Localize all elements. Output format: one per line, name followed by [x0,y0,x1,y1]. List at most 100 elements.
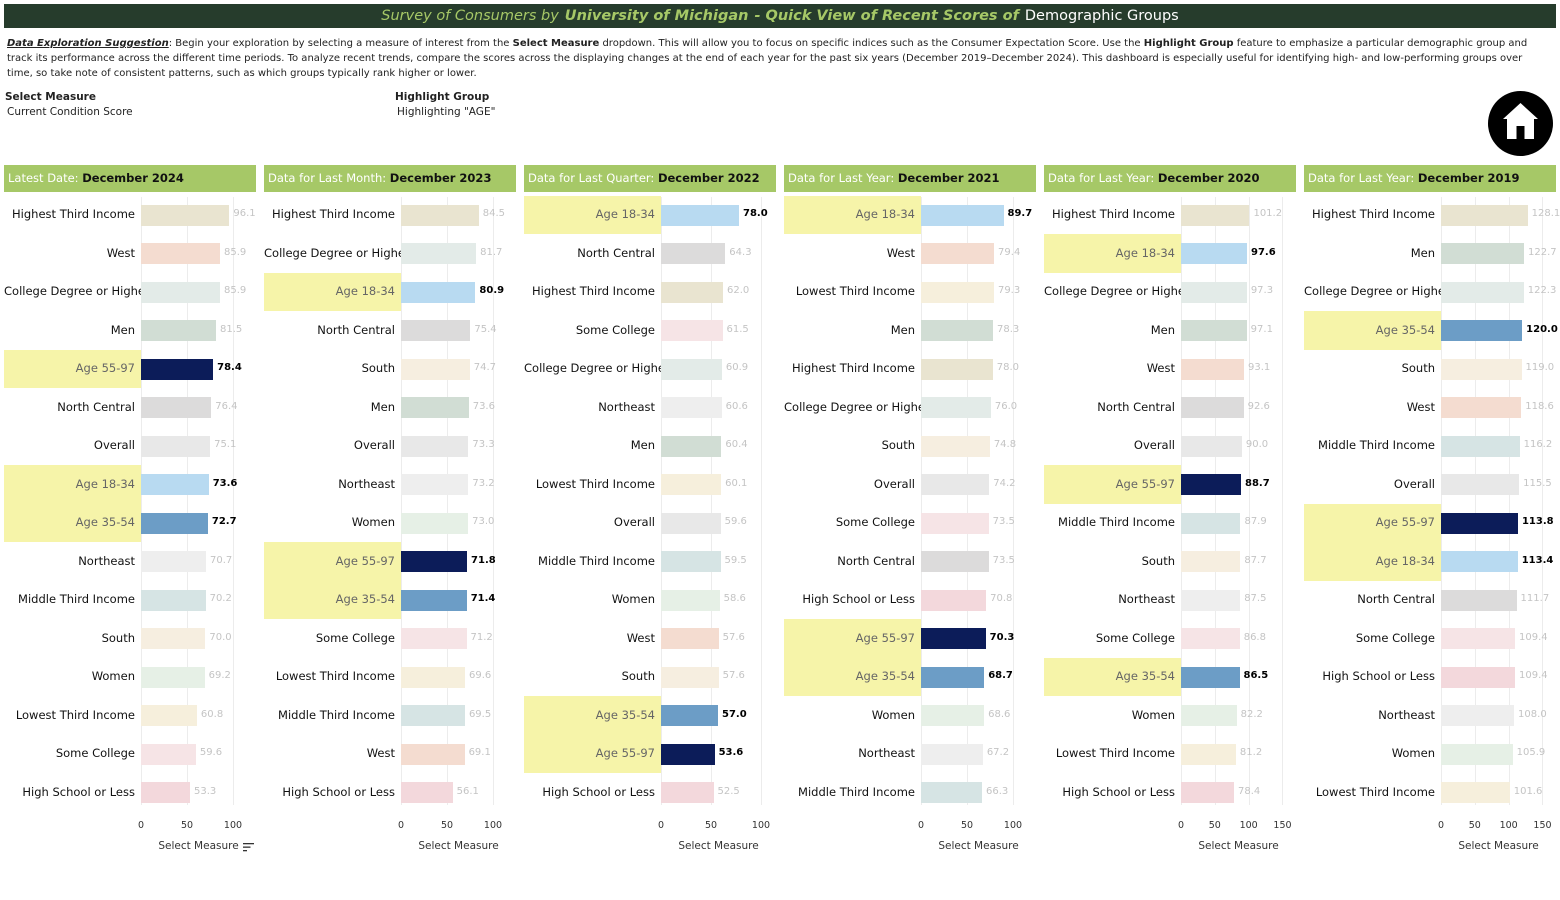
bar[interactable] [921,435,990,457]
bar[interactable] [661,397,722,418]
bar[interactable] [921,705,985,726]
bar[interactable] [141,666,205,688]
bar[interactable] [921,243,995,264]
bar[interactable] [1441,589,1517,611]
bar[interactable] [1441,782,1510,803]
bar[interactable] [661,320,723,341]
bar[interactable] [141,512,208,534]
bar[interactable] [1181,589,1241,611]
bar[interactable] [401,204,479,226]
sort-icon[interactable] [242,842,255,852]
bar[interactable] [1441,243,1524,264]
bar[interactable] [1441,743,1513,765]
bar[interactable] [141,705,197,726]
bar[interactable] [1181,705,1237,726]
bar[interactable] [661,474,722,495]
bar[interactable] [661,743,715,765]
bar[interactable] [1441,628,1515,649]
bar[interactable] [1441,512,1518,534]
bar[interactable] [141,589,206,611]
bar[interactable] [921,782,982,803]
bar[interactable] [1181,281,1247,303]
bar[interactable] [921,474,990,495]
bar[interactable] [401,628,467,649]
bar[interactable] [1441,705,1515,726]
bar[interactable] [141,397,212,418]
bar[interactable] [401,397,469,418]
select-measure-dropdown[interactable]: Current Condition Score [7,106,133,118]
bar[interactable] [401,281,476,303]
home-button[interactable] [1488,91,1553,156]
bar[interactable] [1181,628,1240,649]
bar[interactable] [921,628,986,649]
bar[interactable] [1181,204,1250,226]
bar[interactable] [401,666,466,688]
bar[interactable] [1441,397,1522,418]
bar[interactable] [1441,281,1524,303]
bar[interactable] [401,782,453,803]
bar[interactable] [921,281,994,303]
bar[interactable] [141,204,230,226]
bar[interactable] [141,474,209,495]
bar[interactable] [661,281,723,303]
bar[interactable] [1181,358,1244,380]
bar[interactable] [1181,474,1241,495]
bar[interactable] [1181,666,1240,688]
bar[interactable] [1441,358,1522,380]
bar[interactable] [141,782,191,803]
bar[interactable] [921,589,987,611]
bar[interactable] [401,551,468,572]
bar[interactable] [661,358,722,380]
bar[interactable] [401,743,465,765]
bar[interactable] [401,705,465,726]
bar[interactable] [1181,551,1241,572]
bar[interactable] [401,243,477,264]
bar[interactable] [401,474,469,495]
bar[interactable] [1181,435,1242,457]
bar[interactable] [1441,435,1520,457]
bar[interactable] [141,281,221,303]
bar[interactable] [401,435,469,457]
bar[interactable] [921,743,983,765]
bar[interactable] [921,512,989,534]
bar[interactable] [1181,397,1244,418]
bar[interactable] [401,358,470,380]
bar[interactable] [661,435,722,457]
bar[interactable] [141,628,206,649]
bar[interactable] [921,397,991,418]
bar[interactable] [141,435,211,457]
bar[interactable] [401,320,471,341]
bar[interactable] [661,243,726,264]
bar[interactable] [141,320,216,341]
bar[interactable] [661,204,739,226]
bar[interactable] [1181,782,1235,803]
bar[interactable] [1181,743,1236,765]
bar[interactable] [921,204,1004,226]
bar[interactable] [661,589,720,611]
bar[interactable] [1441,320,1523,341]
bar[interactable] [921,551,989,572]
bar[interactable] [921,320,994,341]
bar[interactable] [1441,666,1515,688]
bar[interactable] [141,551,207,572]
highlight-group-dropdown[interactable]: Highlighting "AGE" [397,106,496,118]
bar[interactable] [1441,474,1520,495]
bar[interactable] [661,705,718,726]
bar[interactable] [921,358,993,380]
bar[interactable] [661,666,719,688]
bar[interactable] [1181,512,1241,534]
bar[interactable] [921,666,985,688]
bar[interactable] [1441,551,1518,572]
bar[interactable] [661,551,721,572]
bar[interactable] [661,512,721,534]
bar[interactable] [141,243,221,264]
bar[interactable] [1181,243,1248,264]
bar[interactable] [1181,320,1247,341]
bar[interactable] [141,743,196,765]
bar[interactable] [661,782,714,803]
bar[interactable] [401,512,469,534]
bar[interactable] [401,589,467,611]
bar[interactable] [1441,204,1528,226]
bar[interactable] [141,358,214,380]
bar[interactable] [661,628,719,649]
